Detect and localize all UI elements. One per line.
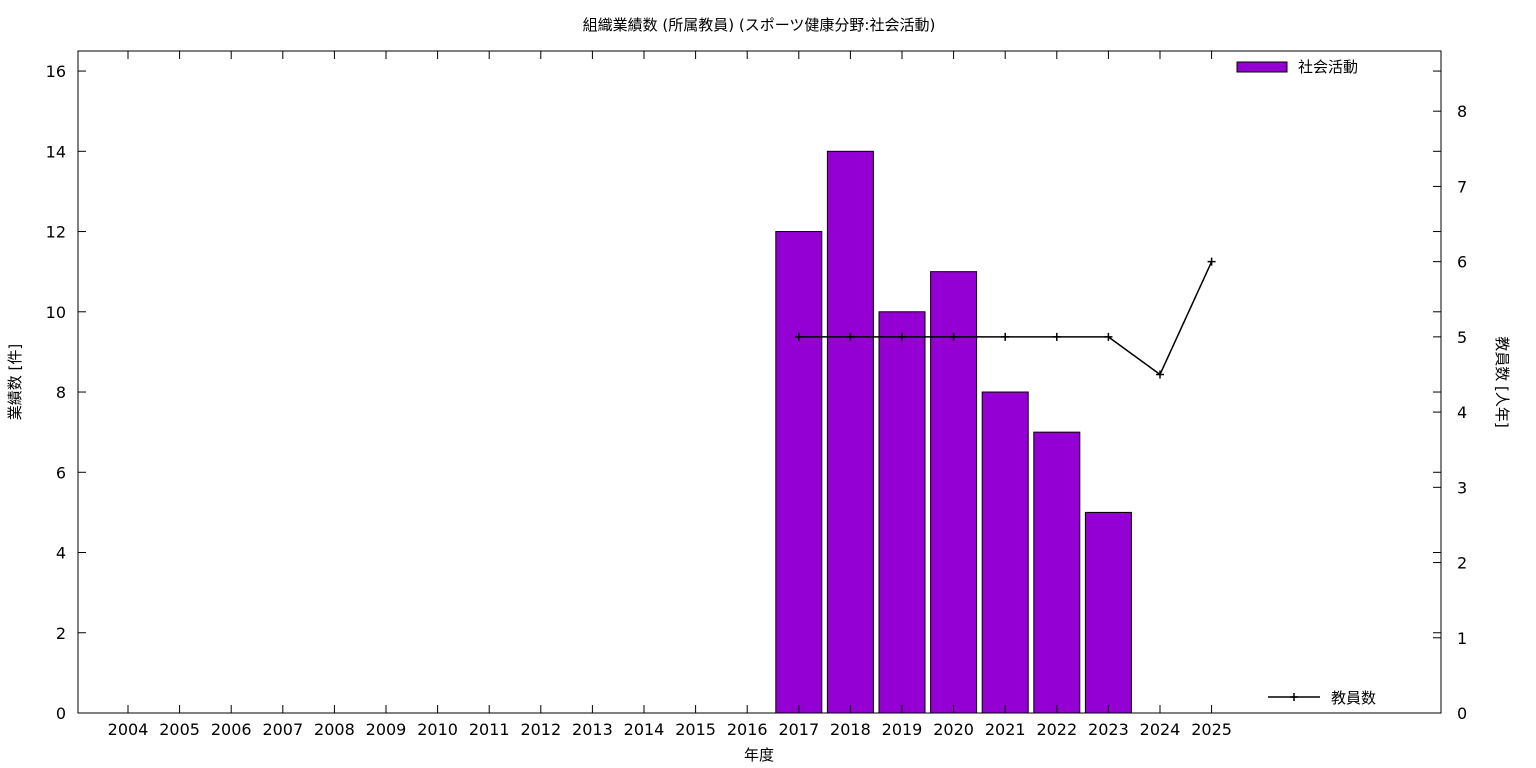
y-tick-label: 4 [56, 544, 66, 563]
line-point-marker [1207, 257, 1216, 266]
line-point-marker [949, 332, 958, 341]
y-tick-label: 16 [46, 62, 66, 81]
y-tick-label: 12 [46, 223, 66, 242]
x-tick-label: 2023 [1088, 720, 1129, 739]
x-tick-label: 2022 [1036, 720, 1077, 739]
y2-tick-label: 5 [1457, 328, 1467, 347]
y2-tick-label: 2 [1457, 554, 1467, 573]
x-tick-label: 2008 [314, 720, 355, 739]
y2-tick-label: 3 [1457, 478, 1467, 497]
y2-tick-label: 7 [1457, 177, 1467, 196]
x-tick-label: 2024 [1140, 720, 1181, 739]
y2-tick-label: 0 [1457, 704, 1467, 723]
x-tick-label: 2012 [520, 720, 561, 739]
x-tick-label: 2006 [211, 720, 252, 739]
legend-label-social-activity: 社会活動 [1298, 58, 1358, 76]
bar-2020 [930, 271, 978, 714]
legend-swatch-social-activity [1236, 61, 1288, 73]
line-point-marker [794, 332, 803, 341]
y2-tick-label: 4 [1457, 403, 1467, 422]
legend-label-teachers: 教員数 [1331, 689, 1376, 707]
x-tick-label: 2018 [830, 720, 871, 739]
line-point-marker [1001, 332, 1010, 341]
y-tick-label: 10 [46, 303, 66, 322]
legend-marker-teachers [1290, 693, 1298, 701]
x-tick-label: 2007 [262, 720, 303, 739]
y2-tick-label: 6 [1457, 253, 1467, 272]
x-tick-label: 2020 [933, 720, 974, 739]
line-point-marker [898, 332, 906, 341]
y-tick-label: 8 [56, 383, 66, 402]
line-point-marker [1104, 332, 1113, 341]
x-tick-label: 2009 [366, 720, 407, 739]
x-axis-label: 年度 [744, 746, 774, 764]
y-tick-label: 6 [56, 463, 66, 482]
bar-2021 [981, 391, 1029, 714]
plot-frame [77, 50, 1442, 714]
x-tick-label: 2019 [882, 720, 923, 739]
bar-2023 [1084, 511, 1132, 714]
x-tick-label: 2014 [624, 720, 665, 739]
y-tick-label: 0 [56, 704, 66, 723]
y2-axis-label: 教員数 [人年] [1493, 336, 1511, 427]
x-tick-label: 2021 [985, 720, 1026, 739]
y-tick-label: 2 [56, 624, 66, 643]
x-tick-label: 2011 [469, 720, 510, 739]
x-tick-label: 2025 [1191, 720, 1232, 739]
line-point-marker [1156, 370, 1164, 379]
line-point-marker [846, 332, 855, 341]
line-point-marker [1052, 332, 1061, 341]
bar-2022 [1033, 431, 1081, 714]
bar-2019 [878, 311, 926, 714]
y-tick-label: 14 [46, 142, 66, 161]
x-tick-label: 2010 [417, 720, 458, 739]
x-tick-label: 2005 [159, 720, 200, 739]
chart-title: 組織業績数 (所属教員) (スポーツ健康分野:社会活動) [583, 16, 936, 34]
x-tick-label: 2015 [675, 720, 716, 739]
bar-2018 [826, 150, 874, 714]
x-tick-label: 2017 [778, 720, 819, 739]
y2-tick-label: 8 [1457, 102, 1467, 121]
x-tick-label: 2004 [108, 720, 149, 739]
y-axis-label: 業績数 [件] [6, 344, 24, 420]
x-tick-label: 2013 [572, 720, 613, 739]
x-tick-label: 2016 [727, 720, 768, 739]
bar-2017 [775, 231, 823, 714]
y2-tick-label: 1 [1457, 629, 1467, 648]
